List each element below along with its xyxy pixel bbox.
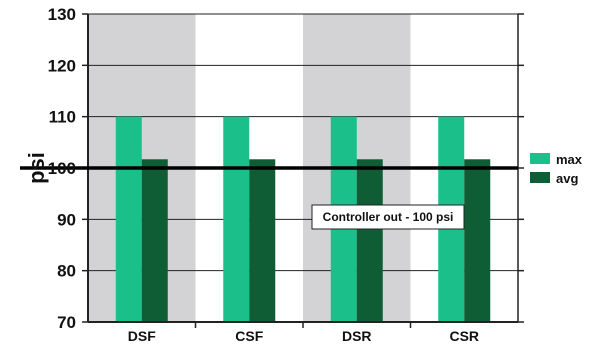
annotation-label: Controller out - 100 psi [323,210,454,224]
x-tick-label: DSF [128,328,156,344]
labels: psi 70 80 90 100 110 120 130 DSF CSF DSR CSR [24,5,479,344]
y-tick-label: 70 [57,313,76,332]
x-tick-label: DSR [342,328,372,344]
y-tick-label: 80 [57,262,76,281]
bar-max-dsf [115,116,142,323]
bar-max-csf [223,116,250,323]
legend-swatch-max [530,153,550,164]
bar-avg-dsf [141,159,168,322]
y-tick-label: 90 [57,210,76,229]
annotation-box [311,204,465,230]
legend-swatch-avg [530,172,550,183]
y-axis-title: psi [24,152,49,184]
bar-avg-csf [249,159,276,322]
y-tick-label: 110 [49,108,76,127]
legend-label-max: max [556,152,583,167]
y-tick-label: 130 [48,5,76,24]
y-tick-label: 100 [48,159,76,178]
x-tick-label: CSF [235,328,263,344]
bar-avg-csr [464,159,491,322]
legend: max avg [530,152,583,186]
bar-avg-dsr [356,159,383,322]
x-tick-label: CSR [449,328,479,344]
y-tick-label: 120 [48,56,76,75]
reference-line-group: Controller out - 100 psi [20,166,518,230]
legend-label-avg: avg [556,171,578,186]
